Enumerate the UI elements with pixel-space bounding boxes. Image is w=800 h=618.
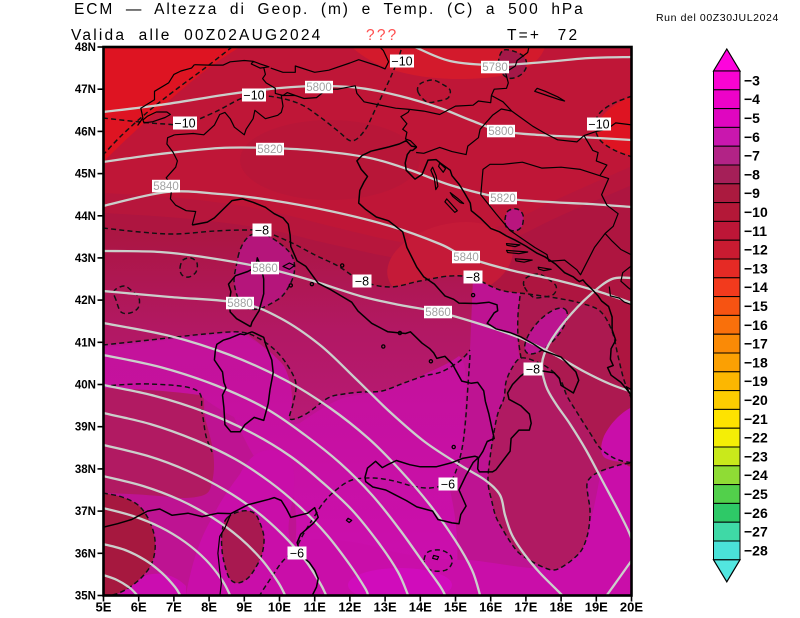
svg-text:−12: −12 — [744, 242, 768, 258]
svg-text:−16: −16 — [744, 317, 768, 333]
svg-text:−13: −13 — [744, 260, 768, 276]
svg-text:5780: 5780 — [482, 62, 508, 74]
svg-text:9E: 9E — [236, 600, 252, 615]
svg-text:−8: −8 — [466, 270, 480, 284]
svg-text:43N: 43N — [75, 253, 96, 265]
svg-text:7E: 7E — [166, 600, 182, 615]
svg-text:20E: 20E — [620, 600, 643, 615]
svg-text:−10: −10 — [243, 88, 264, 102]
svg-text:45N: 45N — [75, 169, 96, 181]
svg-text:−20: −20 — [744, 392, 768, 408]
svg-text:36N: 36N — [75, 548, 96, 560]
svg-text:8E: 8E — [201, 600, 217, 615]
svg-text:−8: −8 — [744, 166, 760, 182]
svg-text:5860: 5860 — [425, 307, 451, 319]
svg-text:39N: 39N — [75, 422, 96, 434]
svg-text:10E: 10E — [268, 600, 291, 615]
svg-text:−6: −6 — [744, 129, 760, 145]
svg-text:5880: 5880 — [227, 298, 253, 310]
svg-text:37N: 37N — [75, 506, 96, 518]
svg-text:47N: 47N — [75, 84, 96, 96]
svg-text:−18: −18 — [744, 354, 768, 370]
svg-text:−5: −5 — [744, 110, 760, 126]
svg-text:Valida alle 00Z02AUG2024: Valida alle 00Z02AUG2024 — [71, 27, 323, 44]
svg-text:−9: −9 — [744, 185, 760, 201]
svg-text:17E: 17E — [514, 600, 537, 615]
svg-text:5E: 5E — [96, 600, 112, 615]
svg-text:ECM — Altezza di Geop. (m) e T: ECM — Altezza di Geop. (m) e Temp. (C) a… — [74, 1, 585, 18]
svg-text:42N: 42N — [75, 295, 96, 307]
svg-text:−8: −8 — [526, 362, 540, 376]
svg-text:16E: 16E — [479, 600, 502, 615]
svg-text:5800: 5800 — [306, 82, 332, 94]
svg-text:−21: −21 — [744, 411, 768, 427]
svg-text:12E: 12E — [338, 600, 361, 615]
svg-text:−24: −24 — [744, 467, 768, 483]
svg-text:5800: 5800 — [488, 126, 514, 138]
svg-text:−4: −4 — [744, 91, 760, 107]
svg-text:5840: 5840 — [453, 252, 479, 264]
svg-text:13E: 13E — [374, 600, 397, 615]
svg-text:−8: −8 — [355, 274, 369, 288]
svg-text:−23: −23 — [744, 448, 768, 464]
svg-text:−22: −22 — [744, 430, 768, 446]
svg-text:−28: −28 — [744, 542, 768, 558]
svg-text:−17: −17 — [744, 336, 768, 352]
svg-text:5820: 5820 — [257, 144, 283, 156]
svg-text:15E: 15E — [444, 600, 467, 615]
svg-text:46N: 46N — [75, 126, 96, 138]
svg-text:−14: −14 — [744, 279, 768, 295]
svg-text:11E: 11E — [303, 600, 326, 615]
svg-text:−6: −6 — [290, 546, 304, 560]
svg-text:44N: 44N — [75, 211, 96, 223]
svg-text:−7: −7 — [744, 148, 760, 164]
svg-text:−10: −10 — [744, 204, 768, 220]
svg-text:−15: −15 — [744, 298, 768, 314]
svg-text:14E: 14E — [409, 600, 432, 615]
svg-text:−10: −10 — [391, 54, 412, 68]
svg-text:19E: 19E — [585, 600, 608, 615]
svg-text:−6: −6 — [441, 477, 455, 491]
svg-text:35N: 35N — [75, 591, 96, 603]
svg-text:−3: −3 — [744, 72, 760, 88]
svg-text:T=+ 72: T=+ 72 — [507, 27, 579, 44]
svg-text:−10: −10 — [588, 117, 609, 131]
svg-text:18E: 18E — [550, 600, 573, 615]
svg-text:−10: −10 — [174, 116, 195, 130]
svg-text:Run del 00Z30JUL2024: Run del 00Z30JUL2024 — [656, 12, 779, 24]
svg-text:5860: 5860 — [252, 263, 278, 275]
svg-text:6E: 6E — [131, 600, 147, 615]
svg-text:38N: 38N — [75, 464, 96, 476]
svg-text:−26: −26 — [744, 505, 768, 521]
svg-text:−19: −19 — [744, 373, 768, 389]
svg-text:41N: 41N — [75, 337, 96, 349]
svg-text:−25: −25 — [744, 486, 768, 502]
svg-text:−8: −8 — [255, 223, 269, 237]
svg-text:−11: −11 — [744, 223, 767, 239]
svg-text:40N: 40N — [75, 380, 96, 392]
svg-text:???: ??? — [366, 27, 398, 44]
svg-text:5820: 5820 — [490, 193, 516, 205]
svg-text:5840: 5840 — [153, 181, 179, 193]
svg-text:−27: −27 — [744, 524, 768, 540]
svg-text:48N: 48N — [75, 42, 96, 54]
